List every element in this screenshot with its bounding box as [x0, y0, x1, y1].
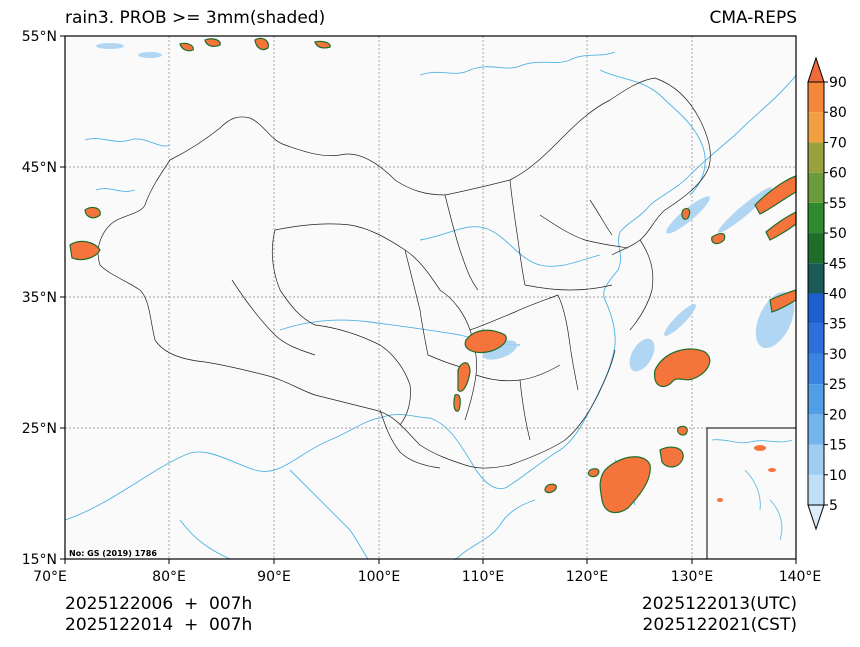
lat-label-25: 25°N: [22, 421, 57, 437]
colorbar-label: 30: [829, 347, 847, 363]
model-name: CMA-REPS: [709, 8, 797, 28]
init-time: 2025122006 + 007h 2025122014 + 007h: [65, 594, 252, 636]
lat-label-35: 35°N: [22, 290, 57, 306]
colorbar-label: 60: [829, 166, 847, 182]
colorbar-segment: [808, 353, 824, 385]
gridlines: [65, 36, 796, 559]
colorbar-label: 15: [829, 438, 847, 454]
lon-label-100: 100°E: [358, 569, 401, 585]
colorbar-min-extend: [807, 504, 825, 531]
borders: [97, 77, 711, 469]
colorbar-segment: [808, 414, 824, 445]
map-title: rain3. PROB >= 3mm(shaded): [65, 8, 326, 28]
colorbar-label: 90: [829, 75, 847, 91]
lon-label-80: 80°E: [152, 569, 186, 585]
inset-south-china-sea: [706, 427, 797, 560]
lat-label-45: 45°N: [22, 160, 57, 176]
colorbar-segment: [808, 112, 824, 143]
copyright-label: No: GS (2019) 1786: [69, 549, 157, 558]
colorbar: 5 10 15 20 25 30 35 40 45 50 55 60 70 80 90: [807, 56, 847, 531]
lon-ticks: [64, 559, 797, 564]
valid-cst: 2025122021(CST): [642, 615, 797, 635]
valid-utc: 2025122013(UTC): [641, 594, 797, 614]
colorbar-segment: [808, 263, 824, 294]
colorbar-segment: [808, 142, 824, 173]
inset-shading: [717, 445, 776, 502]
colorbar-segment: [808, 82, 824, 113]
colorbar-label: 10: [829, 468, 847, 484]
lat-label-55: 55°N: [22, 29, 57, 45]
high-prob-shading: [69, 37, 797, 514]
colorbar-segment: [808, 293, 824, 324]
low-prob-shading: [96, 43, 795, 372]
colorbar-segment: [808, 233, 824, 264]
lon-label-110: 110°E: [462, 569, 505, 585]
init-line-2: 2025122014 + 007h: [65, 615, 253, 635]
map-frame-bg: [65, 36, 796, 559]
colorbar-label: 70: [829, 135, 847, 151]
inset-coastlines: [711, 439, 793, 541]
lon-label-90: 90°E: [257, 569, 291, 585]
lon-label-120: 120°E: [566, 569, 609, 585]
lon-label-70: 70°E: [33, 569, 67, 585]
colorbar-label: 50: [829, 226, 847, 242]
colorbar-label: 20: [829, 407, 847, 423]
colorbar-label: 25: [829, 377, 847, 393]
lon-label-130: 130°E: [671, 569, 714, 585]
colorbar-label: 40: [829, 287, 847, 303]
colorbar-segment: [808, 444, 824, 475]
colorbar-segment: [808, 474, 824, 505]
colorbar-max-extend: [807, 56, 825, 83]
colorbar-label: 5: [829, 498, 838, 514]
colorbar-segment: [808, 323, 824, 354]
colorbar-label: 45: [829, 256, 847, 272]
colorbar-segment: [808, 384, 824, 415]
lat-label-15: 15°N: [22, 552, 57, 568]
lon-label-140: 140°E: [779, 569, 822, 585]
coastlines: [64, 51, 797, 561]
colorbar-segment: [808, 202, 824, 234]
colorbar-segment: [808, 172, 824, 203]
colorbar-label: 80: [829, 105, 847, 121]
colorbar-label: 35: [829, 317, 847, 333]
colorbar-label: 55: [829, 196, 847, 212]
lat-ticks: [60, 35, 65, 560]
init-line-1: 2025122006 + 007h: [65, 594, 253, 614]
valid-time: 2025122013(UTC) 2025122021(CST): [642, 594, 797, 636]
